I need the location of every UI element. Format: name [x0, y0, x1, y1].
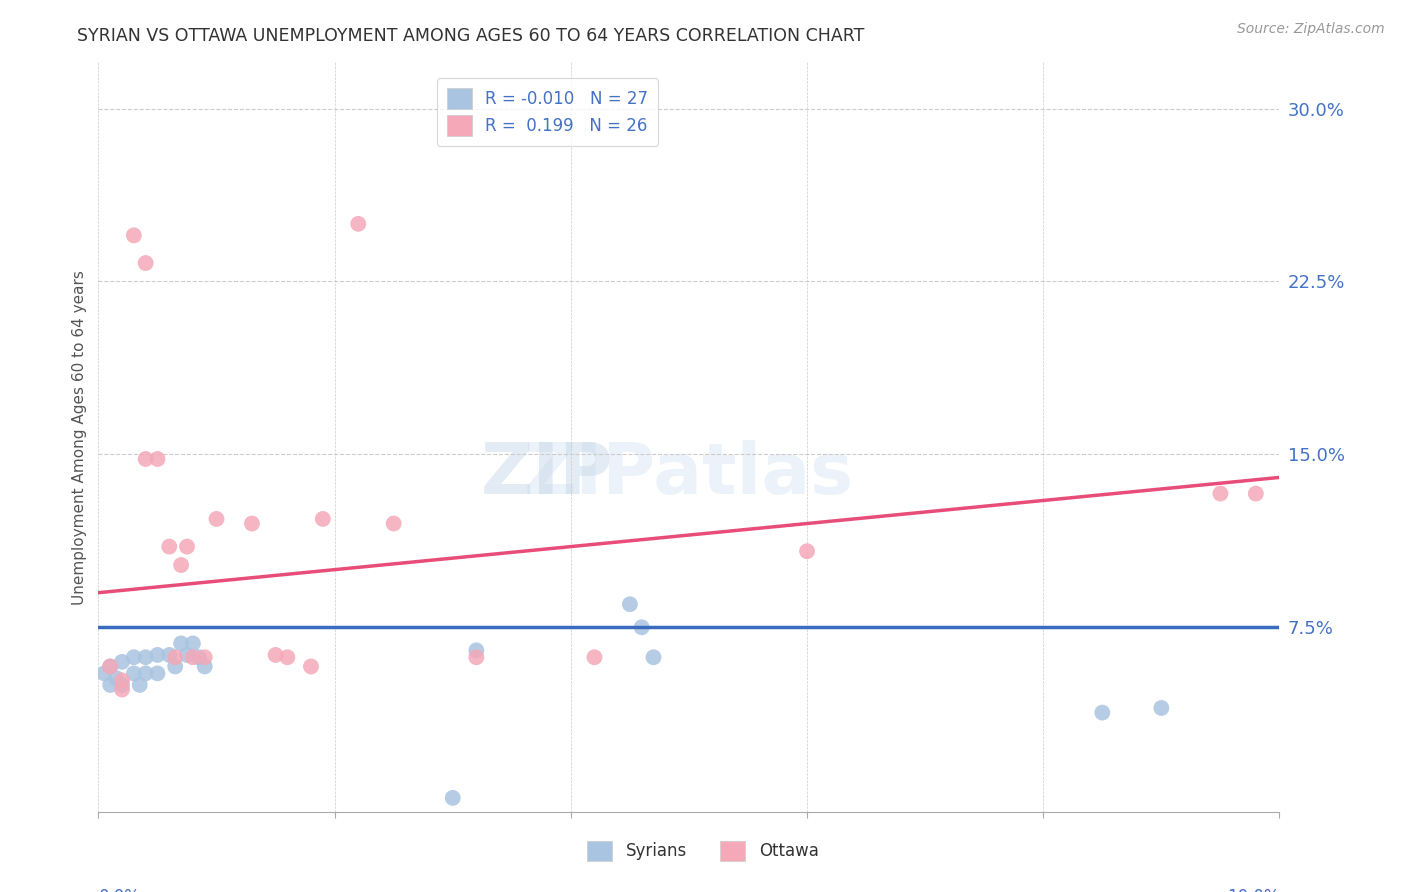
Point: [111, 678, 134, 692]
Point: [146, 666, 169, 681]
Point: [111, 682, 134, 697]
Point: [93, 666, 115, 681]
Point: [135, 666, 157, 681]
Legend: R = -0.010   N = 27, R =  0.199   N = 26: R = -0.010 N = 27, R = 0.199 N = 26: [436, 78, 658, 145]
Point: [111, 655, 134, 669]
Point: [176, 648, 198, 662]
Point: [122, 666, 145, 681]
Point: [146, 452, 169, 467]
Point: [643, 650, 665, 665]
Point: [146, 648, 169, 662]
Point: [170, 636, 193, 650]
Text: 10.0%: 10.0%: [1227, 888, 1279, 892]
Legend: Syrians, Ottawa: Syrians, Ottawa: [581, 834, 825, 868]
Point: [135, 650, 157, 665]
Point: [465, 650, 488, 665]
Text: ZIPatlas: ZIPatlas: [524, 440, 853, 509]
Point: [240, 516, 263, 531]
Point: [264, 648, 287, 662]
Point: [205, 512, 228, 526]
Point: [98, 659, 121, 673]
Point: [299, 659, 322, 673]
Point: [194, 650, 217, 665]
Text: ZIP: ZIP: [481, 440, 613, 509]
Point: [1209, 486, 1232, 500]
Point: [135, 256, 157, 270]
Point: [122, 228, 145, 243]
Point: [441, 790, 464, 805]
Text: Source: ZipAtlas.com: Source: ZipAtlas.com: [1237, 22, 1385, 37]
Point: [187, 650, 209, 665]
Point: [98, 659, 121, 673]
Point: [465, 643, 488, 657]
Point: [796, 544, 818, 558]
Text: SYRIAN VS OTTAWA UNEMPLOYMENT AMONG AGES 60 TO 64 YEARS CORRELATION CHART: SYRIAN VS OTTAWA UNEMPLOYMENT AMONG AGES…: [77, 27, 865, 45]
Point: [382, 516, 405, 531]
Point: [276, 650, 298, 665]
Text: 0.0%: 0.0%: [98, 888, 141, 892]
Point: [157, 648, 180, 662]
Point: [619, 597, 641, 611]
Point: [583, 650, 606, 665]
Point: [312, 512, 335, 526]
Point: [194, 659, 217, 673]
Point: [105, 671, 128, 685]
Point: [1244, 486, 1267, 500]
Point: [98, 678, 121, 692]
Point: [181, 636, 204, 650]
Point: [1091, 706, 1114, 720]
Y-axis label: Unemployment Among Ages 60 to 64 years: Unemployment Among Ages 60 to 64 years: [72, 269, 87, 605]
Point: [111, 673, 134, 688]
Point: [135, 452, 157, 467]
Point: [176, 540, 198, 554]
Point: [347, 217, 370, 231]
Point: [128, 678, 150, 692]
Point: [157, 540, 180, 554]
Point: [165, 650, 187, 665]
Point: [181, 650, 204, 665]
Point: [630, 620, 652, 634]
Point: [170, 558, 193, 572]
Point: [1150, 701, 1173, 715]
Point: [122, 650, 145, 665]
Point: [165, 659, 187, 673]
